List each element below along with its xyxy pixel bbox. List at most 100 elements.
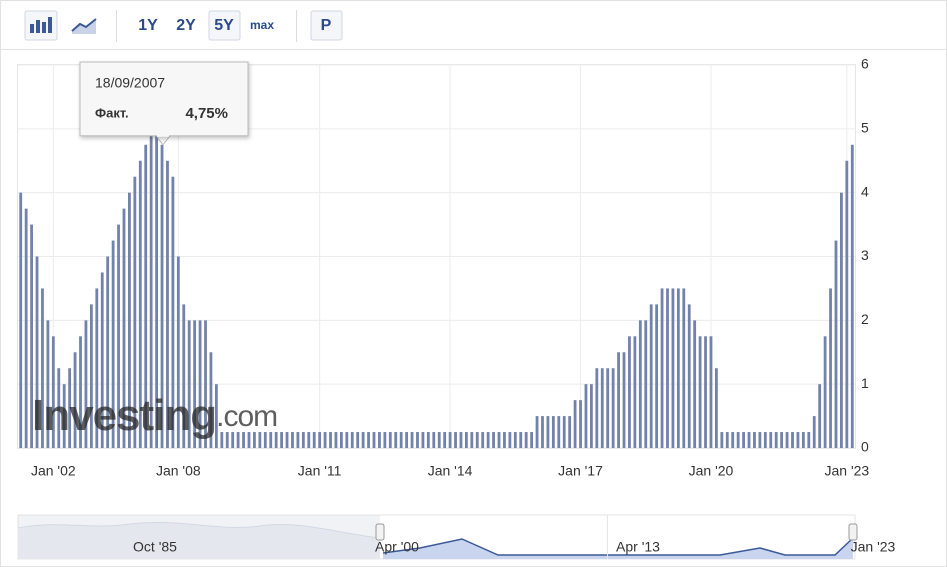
navigator-label: Apr '00 [375, 539, 419, 555]
bar [633, 336, 637, 448]
bar [138, 160, 142, 448]
bar [247, 432, 251, 448]
bar [448, 432, 452, 448]
bar [24, 208, 28, 448]
watermark-suffix: .com [216, 400, 277, 433]
bar [231, 432, 235, 448]
bar [589, 384, 593, 448]
y-tick-label: 5 [861, 120, 869, 136]
bar [818, 384, 822, 448]
range-button[interactable]: 2Y [176, 17, 196, 34]
bar [519, 432, 523, 448]
bar [378, 432, 381, 448]
bar [73, 352, 77, 448]
x-tick-label: Jan '20 [689, 463, 734, 479]
bar [698, 336, 702, 448]
bar [736, 432, 740, 448]
bar [280, 432, 284, 448]
bar [182, 304, 186, 448]
bar [117, 224, 120, 448]
watermark-text: Investing [32, 391, 216, 440]
bar [437, 432, 441, 448]
bar [100, 272, 104, 448]
bar [220, 432, 224, 448]
bar [410, 432, 414, 448]
bar [209, 352, 213, 448]
range-button[interactable]: 1Y [138, 17, 158, 34]
bar [655, 304, 659, 448]
bar [557, 416, 561, 448]
bar [709, 336, 713, 448]
bar [307, 432, 311, 448]
bar [51, 336, 55, 448]
bar [106, 256, 110, 448]
bar [649, 304, 653, 448]
print-button[interactable]: Р [321, 17, 332, 34]
bar [628, 336, 631, 448]
bar [486, 432, 490, 448]
bar [155, 112, 158, 448]
bar [595, 368, 599, 448]
bar [546, 416, 550, 448]
bar [399, 432, 403, 448]
bar [339, 432, 343, 448]
bar [568, 416, 572, 448]
bar [579, 400, 582, 448]
bar [785, 432, 789, 448]
bar [622, 352, 626, 448]
bar [318, 432, 322, 448]
bar [149, 128, 153, 449]
y-tick-label: 1 [861, 375, 869, 391]
bar [432, 432, 436, 448]
bar [57, 368, 61, 448]
bar [845, 160, 849, 448]
bar [801, 432, 805, 448]
bar [89, 304, 93, 448]
bar [111, 240, 115, 448]
bar [812, 416, 816, 448]
bar [611, 368, 615, 448]
bar [367, 432, 370, 448]
bar [35, 256, 39, 448]
tooltip-box [79, 61, 249, 137]
bar [551, 416, 555, 448]
tooltip-date: 18/09/2007 [95, 75, 165, 91]
bar [715, 368, 718, 448]
bar [171, 176, 175, 449]
bar [850, 144, 854, 448]
line-chart-icon[interactable] [71, 18, 97, 34]
bar [236, 432, 240, 448]
y-tick-label: 3 [861, 247, 869, 263]
bar [46, 320, 50, 448]
bar [323, 432, 327, 448]
y-tick-label: 6 [861, 56, 869, 72]
bar [840, 192, 843, 448]
bar [95, 288, 99, 448]
bar [617, 352, 620, 448]
bar [301, 432, 305, 448]
bar [193, 320, 197, 448]
bar [660, 288, 664, 448]
bar [584, 384, 588, 448]
bar [274, 432, 278, 448]
bar [492, 432, 495, 448]
range-button[interactable]: max [250, 18, 274, 32]
bar [731, 432, 735, 448]
navigator-label: Oct '85 [133, 539, 177, 555]
bar-chart-icon[interactable] [24, 10, 58, 41]
bar [345, 432, 349, 448]
range-button[interactable]: 5Y [214, 17, 234, 34]
navigator-label: Apr '13 [616, 539, 660, 555]
bar [176, 256, 180, 448]
bar [573, 400, 577, 448]
bar [758, 432, 762, 448]
bar [823, 336, 827, 448]
bar [687, 304, 691, 448]
bar [41, 288, 44, 448]
bar [258, 432, 262, 448]
bar [774, 432, 778, 448]
bar [807, 432, 811, 448]
bar [464, 432, 468, 448]
bar [285, 432, 289, 448]
bar [416, 432, 419, 448]
